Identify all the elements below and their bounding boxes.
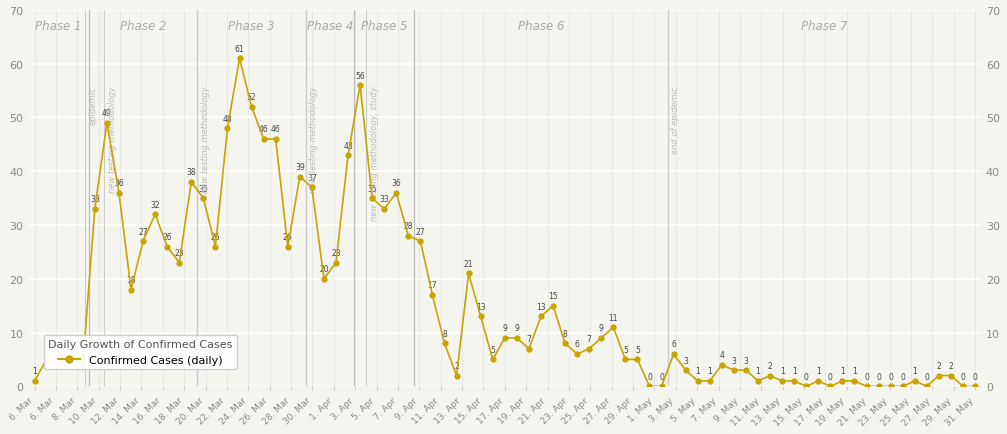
Text: 1: 1 <box>32 367 37 375</box>
Text: new testing methodology: new testing methodology <box>108 86 117 193</box>
Text: epidemic: epidemic <box>89 86 98 125</box>
Text: 3: 3 <box>683 356 688 365</box>
Text: 2: 2 <box>767 361 772 370</box>
Text: 46: 46 <box>271 125 281 134</box>
Text: 1: 1 <box>840 367 845 375</box>
Text: 1: 1 <box>707 367 712 375</box>
Text: 36: 36 <box>114 179 124 188</box>
Text: 33: 33 <box>90 195 100 204</box>
Text: new testing methodology, study: new testing methodology, study <box>370 86 379 220</box>
Text: 9: 9 <box>599 324 603 332</box>
Text: 36: 36 <box>392 179 401 188</box>
Text: 0: 0 <box>876 372 881 381</box>
Text: 56: 56 <box>355 72 365 80</box>
Text: new testing methodology: new testing methodology <box>309 86 318 193</box>
Text: 15: 15 <box>548 291 558 300</box>
Text: 5: 5 <box>635 345 639 354</box>
Text: 4: 4 <box>81 350 86 359</box>
Text: 0: 0 <box>924 372 929 381</box>
Text: 48: 48 <box>223 115 233 123</box>
Text: Phase 4: Phase 4 <box>307 20 353 33</box>
Text: 1: 1 <box>912 367 917 375</box>
Text: end of epidemic: end of epidemic <box>672 86 680 154</box>
Text: 32: 32 <box>150 200 160 209</box>
Text: 0: 0 <box>888 372 893 381</box>
Text: 2: 2 <box>937 361 942 370</box>
Text: Phase 7: Phase 7 <box>802 20 848 33</box>
Text: 0: 0 <box>900 372 905 381</box>
Text: 13: 13 <box>476 302 485 311</box>
Text: 1: 1 <box>816 367 821 375</box>
Text: 17: 17 <box>428 281 437 289</box>
Text: 9: 9 <box>515 324 520 332</box>
Text: 8: 8 <box>563 329 568 338</box>
Text: 5: 5 <box>623 345 627 354</box>
Text: 21: 21 <box>464 259 473 268</box>
Text: 49: 49 <box>102 109 112 118</box>
Text: 4: 4 <box>719 350 724 359</box>
Text: 7: 7 <box>587 334 592 343</box>
Text: 0: 0 <box>828 372 833 381</box>
Text: 39: 39 <box>295 163 305 172</box>
Text: 9: 9 <box>502 324 508 332</box>
Text: 35: 35 <box>368 184 377 193</box>
Text: Phase 1: Phase 1 <box>35 20 82 33</box>
Text: 43: 43 <box>343 141 352 150</box>
Text: 27: 27 <box>138 227 148 236</box>
Text: 20: 20 <box>319 265 328 273</box>
Text: 0: 0 <box>961 372 966 381</box>
Text: 2: 2 <box>949 361 954 370</box>
Text: 0: 0 <box>804 372 809 381</box>
Text: 6: 6 <box>68 340 74 349</box>
Text: 3: 3 <box>731 356 736 365</box>
Text: 4: 4 <box>56 350 61 359</box>
Text: 1: 1 <box>696 367 700 375</box>
Text: 23: 23 <box>174 249 184 257</box>
Text: 46: 46 <box>259 125 269 134</box>
Text: 1: 1 <box>792 367 797 375</box>
Text: 23: 23 <box>331 249 340 257</box>
Text: 0: 0 <box>660 372 664 381</box>
Text: 26: 26 <box>283 233 293 241</box>
Text: 1: 1 <box>852 367 857 375</box>
Text: Phase 3: Phase 3 <box>229 20 275 33</box>
Text: 33: 33 <box>380 195 389 204</box>
Text: 61: 61 <box>235 45 245 54</box>
Text: 6: 6 <box>575 340 580 349</box>
Text: 26: 26 <box>162 233 172 241</box>
Text: 18: 18 <box>126 275 136 284</box>
Text: Phase 6: Phase 6 <box>518 20 564 33</box>
Text: 5: 5 <box>44 345 49 354</box>
Text: 1: 1 <box>779 367 784 375</box>
Text: 1: 1 <box>755 367 760 375</box>
Text: 3: 3 <box>743 356 748 365</box>
Text: 13: 13 <box>536 302 546 311</box>
Legend: Confirmed Cases (daily): Confirmed Cases (daily) <box>43 335 237 370</box>
Text: 5: 5 <box>490 345 495 354</box>
Text: 7: 7 <box>527 334 532 343</box>
Text: 26: 26 <box>210 233 221 241</box>
Text: 28: 28 <box>404 222 413 230</box>
Text: 38: 38 <box>186 168 196 177</box>
Text: 52: 52 <box>247 93 257 102</box>
Text: 11: 11 <box>608 313 618 322</box>
Text: 2: 2 <box>454 361 459 370</box>
Text: 6: 6 <box>671 340 676 349</box>
Text: Phase 2: Phase 2 <box>120 20 166 33</box>
Text: new testing methodology: new testing methodology <box>201 86 209 193</box>
Text: 0: 0 <box>864 372 869 381</box>
Text: 0: 0 <box>973 372 978 381</box>
Text: 35: 35 <box>198 184 208 193</box>
Text: Phase 5: Phase 5 <box>361 20 408 33</box>
Text: 8: 8 <box>442 329 447 338</box>
Text: 27: 27 <box>416 227 425 236</box>
Text: 0: 0 <box>648 372 652 381</box>
Text: 37: 37 <box>307 174 317 182</box>
